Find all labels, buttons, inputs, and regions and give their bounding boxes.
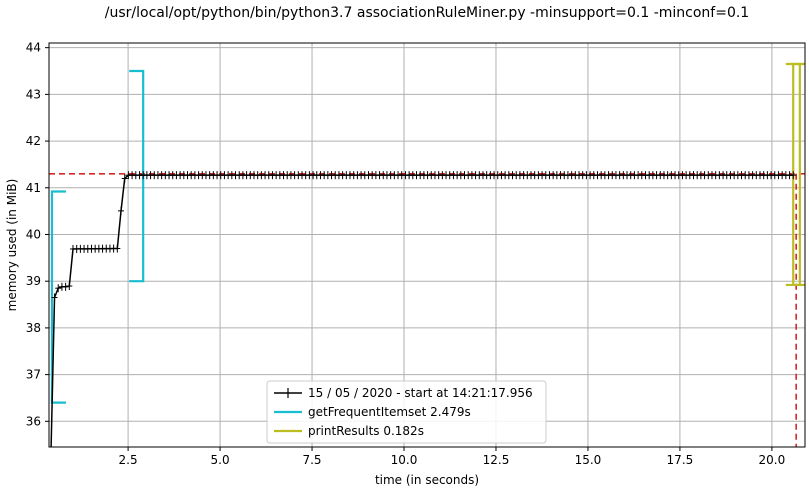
x-tick-label: 15.0: [575, 453, 602, 467]
plot-frame: [48, 42, 806, 448]
y-axis-label: memory used (in MiB): [5, 179, 19, 312]
x-axis-ticks: 2.5 5.0 7.5 10.0 12.5 15.0 17.5 20.0: [119, 447, 786, 467]
chart-title: /usr/local/opt/python/bin/python3.7 asso…: [105, 5, 749, 21]
y-tick-label: 41: [26, 181, 41, 195]
y-tick-label: 40: [26, 227, 41, 241]
bracket-end: [785, 62, 801, 287]
legend-label-memory: 15 / 05 / 2020 - start at 14:21:17.956: [308, 386, 533, 400]
y-tick-label: 43: [26, 87, 41, 101]
memory-series-markers: [51, 171, 797, 302]
y-tick-label: 36: [26, 414, 41, 428]
legend-box: [266, 380, 547, 444]
y-tick-label: 42: [26, 134, 41, 148]
x-tick-label: 7.5: [302, 453, 321, 467]
x-tick-label: 17.5: [667, 453, 694, 467]
x-tick-label: 5.0: [211, 453, 230, 467]
y-axis-ticks: 36 37 38 39 40 41 42 43 44: [26, 41, 49, 428]
plot-area: [49, 62, 805, 447]
grid-lines: [49, 43, 805, 447]
x-tick-label: 10.0: [391, 453, 418, 467]
legend: 15 / 05 / 2020 - start at 14:21:17.956 g…: [266, 380, 547, 444]
legend-label-getfrequentitemset: getFrequentItemset 2.479s: [308, 405, 471, 419]
y-tick-label: 38: [26, 321, 41, 335]
y-tick-label: 37: [26, 368, 41, 382]
bracket-0: [50, 69, 145, 404]
x-axis-label: time (in seconds): [375, 473, 479, 487]
y-tick-label: 44: [26, 41, 41, 55]
y-tick-label: 39: [26, 274, 41, 288]
x-tick-label: 12.5: [483, 453, 510, 467]
x-tick-label: 20.0: [759, 453, 786, 467]
x-tick-label: 2.5: [119, 453, 138, 467]
legend-label-printresults: printResults 0.182s: [308, 424, 424, 438]
